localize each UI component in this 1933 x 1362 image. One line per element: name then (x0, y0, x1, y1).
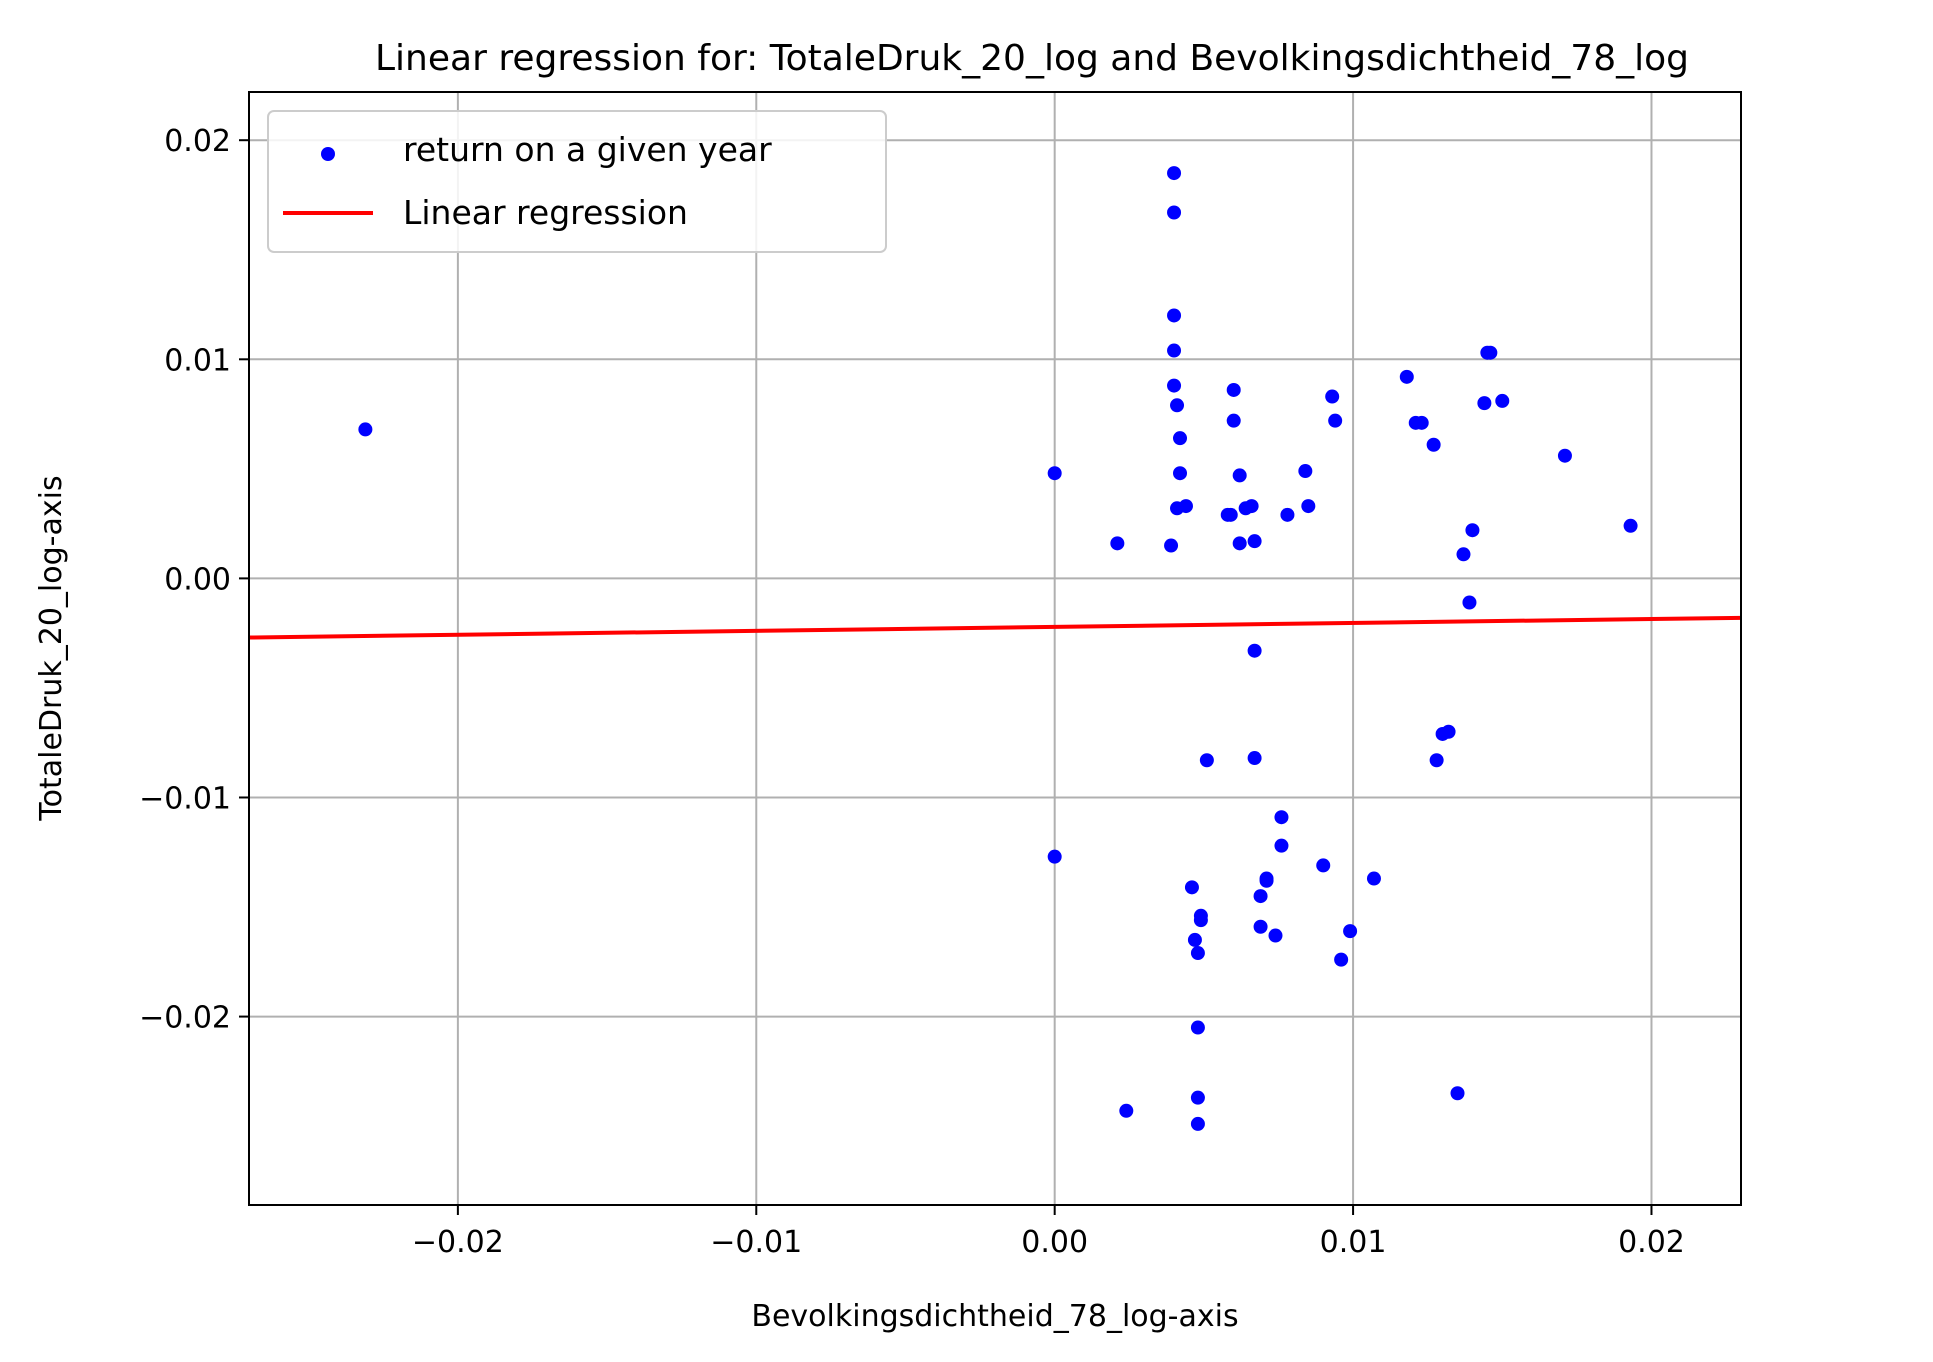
data-point (1325, 389, 1340, 404)
data-point (358, 422, 373, 437)
data-point (1298, 464, 1313, 479)
data-point (1190, 1116, 1205, 1131)
data-point (1268, 928, 1283, 943)
regression-layer (248, 615, 1742, 640)
legend-box (267, 110, 887, 253)
data-point (1477, 396, 1492, 411)
data-point (1226, 382, 1241, 397)
data-point (1280, 507, 1295, 522)
data-point (1167, 308, 1182, 323)
data-point (1047, 849, 1062, 864)
data-point (1164, 538, 1179, 553)
plot-frame (248, 91, 1742, 1206)
scatter-layer (358, 166, 1638, 1131)
data-point (1223, 507, 1238, 522)
data-point (1173, 466, 1188, 481)
data-point (1119, 1103, 1134, 1118)
data-point (1232, 468, 1247, 483)
data-point (1253, 889, 1268, 904)
plot-background (249, 92, 1741, 1205)
data-point (1110, 536, 1125, 551)
data-point (1187, 932, 1202, 947)
data-point (1178, 499, 1193, 514)
x-axis-label: Bevolkingsdichtheid_78_log-axis (751, 1299, 1238, 1334)
data-point (1450, 1086, 1465, 1101)
data-point (1170, 398, 1185, 413)
data-point (1328, 413, 1343, 428)
data-point (1253, 919, 1268, 934)
legend: return on a given year Linear regression (267, 110, 887, 253)
legend-label-line: Linear regression (403, 193, 688, 232)
chart-title: Linear regression for: TotaleDruk_20_log… (375, 38, 1689, 79)
data-point (1167, 166, 1182, 181)
y-axis-label: TotaleDruk_20_log-axis (34, 475, 69, 821)
data-point (1173, 431, 1188, 446)
data-point (1226, 413, 1241, 428)
data-point (1483, 345, 1498, 360)
data-point (1334, 952, 1349, 967)
data-point (1465, 523, 1480, 538)
x-tick-label: 0.01 (1320, 1225, 1387, 1260)
data-point (1232, 536, 1247, 551)
data-point (1190, 1020, 1205, 1035)
x-tick-label: −0.02 (412, 1225, 504, 1260)
data-point (1429, 753, 1444, 768)
y-tick-label: 0.01 (164, 343, 231, 378)
data-point (1414, 415, 1429, 430)
data-point (1199, 753, 1214, 768)
x-tick-label: 0.00 (1021, 1225, 1088, 1260)
data-point (1495, 393, 1510, 408)
data-point (1316, 858, 1331, 873)
data-point (1193, 913, 1208, 928)
plot-area (248, 91, 1742, 1206)
x-tick-label: −0.01 (710, 1225, 802, 1260)
data-point (1456, 547, 1471, 562)
x-tick-label: 0.02 (1618, 1225, 1685, 1260)
y-axis: 0.02 0.01 0.00 −0.01 −0.02 (139, 124, 249, 1036)
y-tick-label: −0.02 (139, 1001, 231, 1036)
data-point (1557, 448, 1572, 463)
data-point (1399, 369, 1414, 384)
data-point (1441, 724, 1456, 739)
data-point (1047, 466, 1062, 481)
data-point (1274, 838, 1289, 853)
data-point (1301, 499, 1316, 514)
data-point (1190, 1090, 1205, 1105)
data-point (1343, 924, 1358, 939)
data-point (1244, 499, 1259, 514)
data-point (1190, 946, 1205, 961)
data-point (1167, 205, 1182, 220)
data-point (1274, 810, 1289, 825)
regression-line (248, 615, 1742, 640)
data-point (1426, 437, 1441, 452)
data-point (1247, 751, 1262, 766)
legend-scatter-marker (321, 147, 335, 161)
data-point (1366, 871, 1381, 886)
data-point (1167, 343, 1182, 358)
data-point (1623, 518, 1638, 533)
legend-label-scatter: return on a given year (403, 130, 772, 169)
y-tick-label: 0.00 (164, 562, 231, 597)
x-axis: −0.02 −0.01 0.00 0.01 0.02 (412, 1205, 1685, 1260)
data-point (1259, 871, 1274, 886)
data-point (1184, 880, 1199, 895)
data-point (1247, 643, 1262, 658)
y-tick-label: −0.01 (139, 781, 231, 816)
data-point (1167, 378, 1182, 393)
data-point (1462, 595, 1477, 610)
y-tick-label: 0.02 (164, 124, 231, 159)
data-point (1247, 534, 1262, 549)
